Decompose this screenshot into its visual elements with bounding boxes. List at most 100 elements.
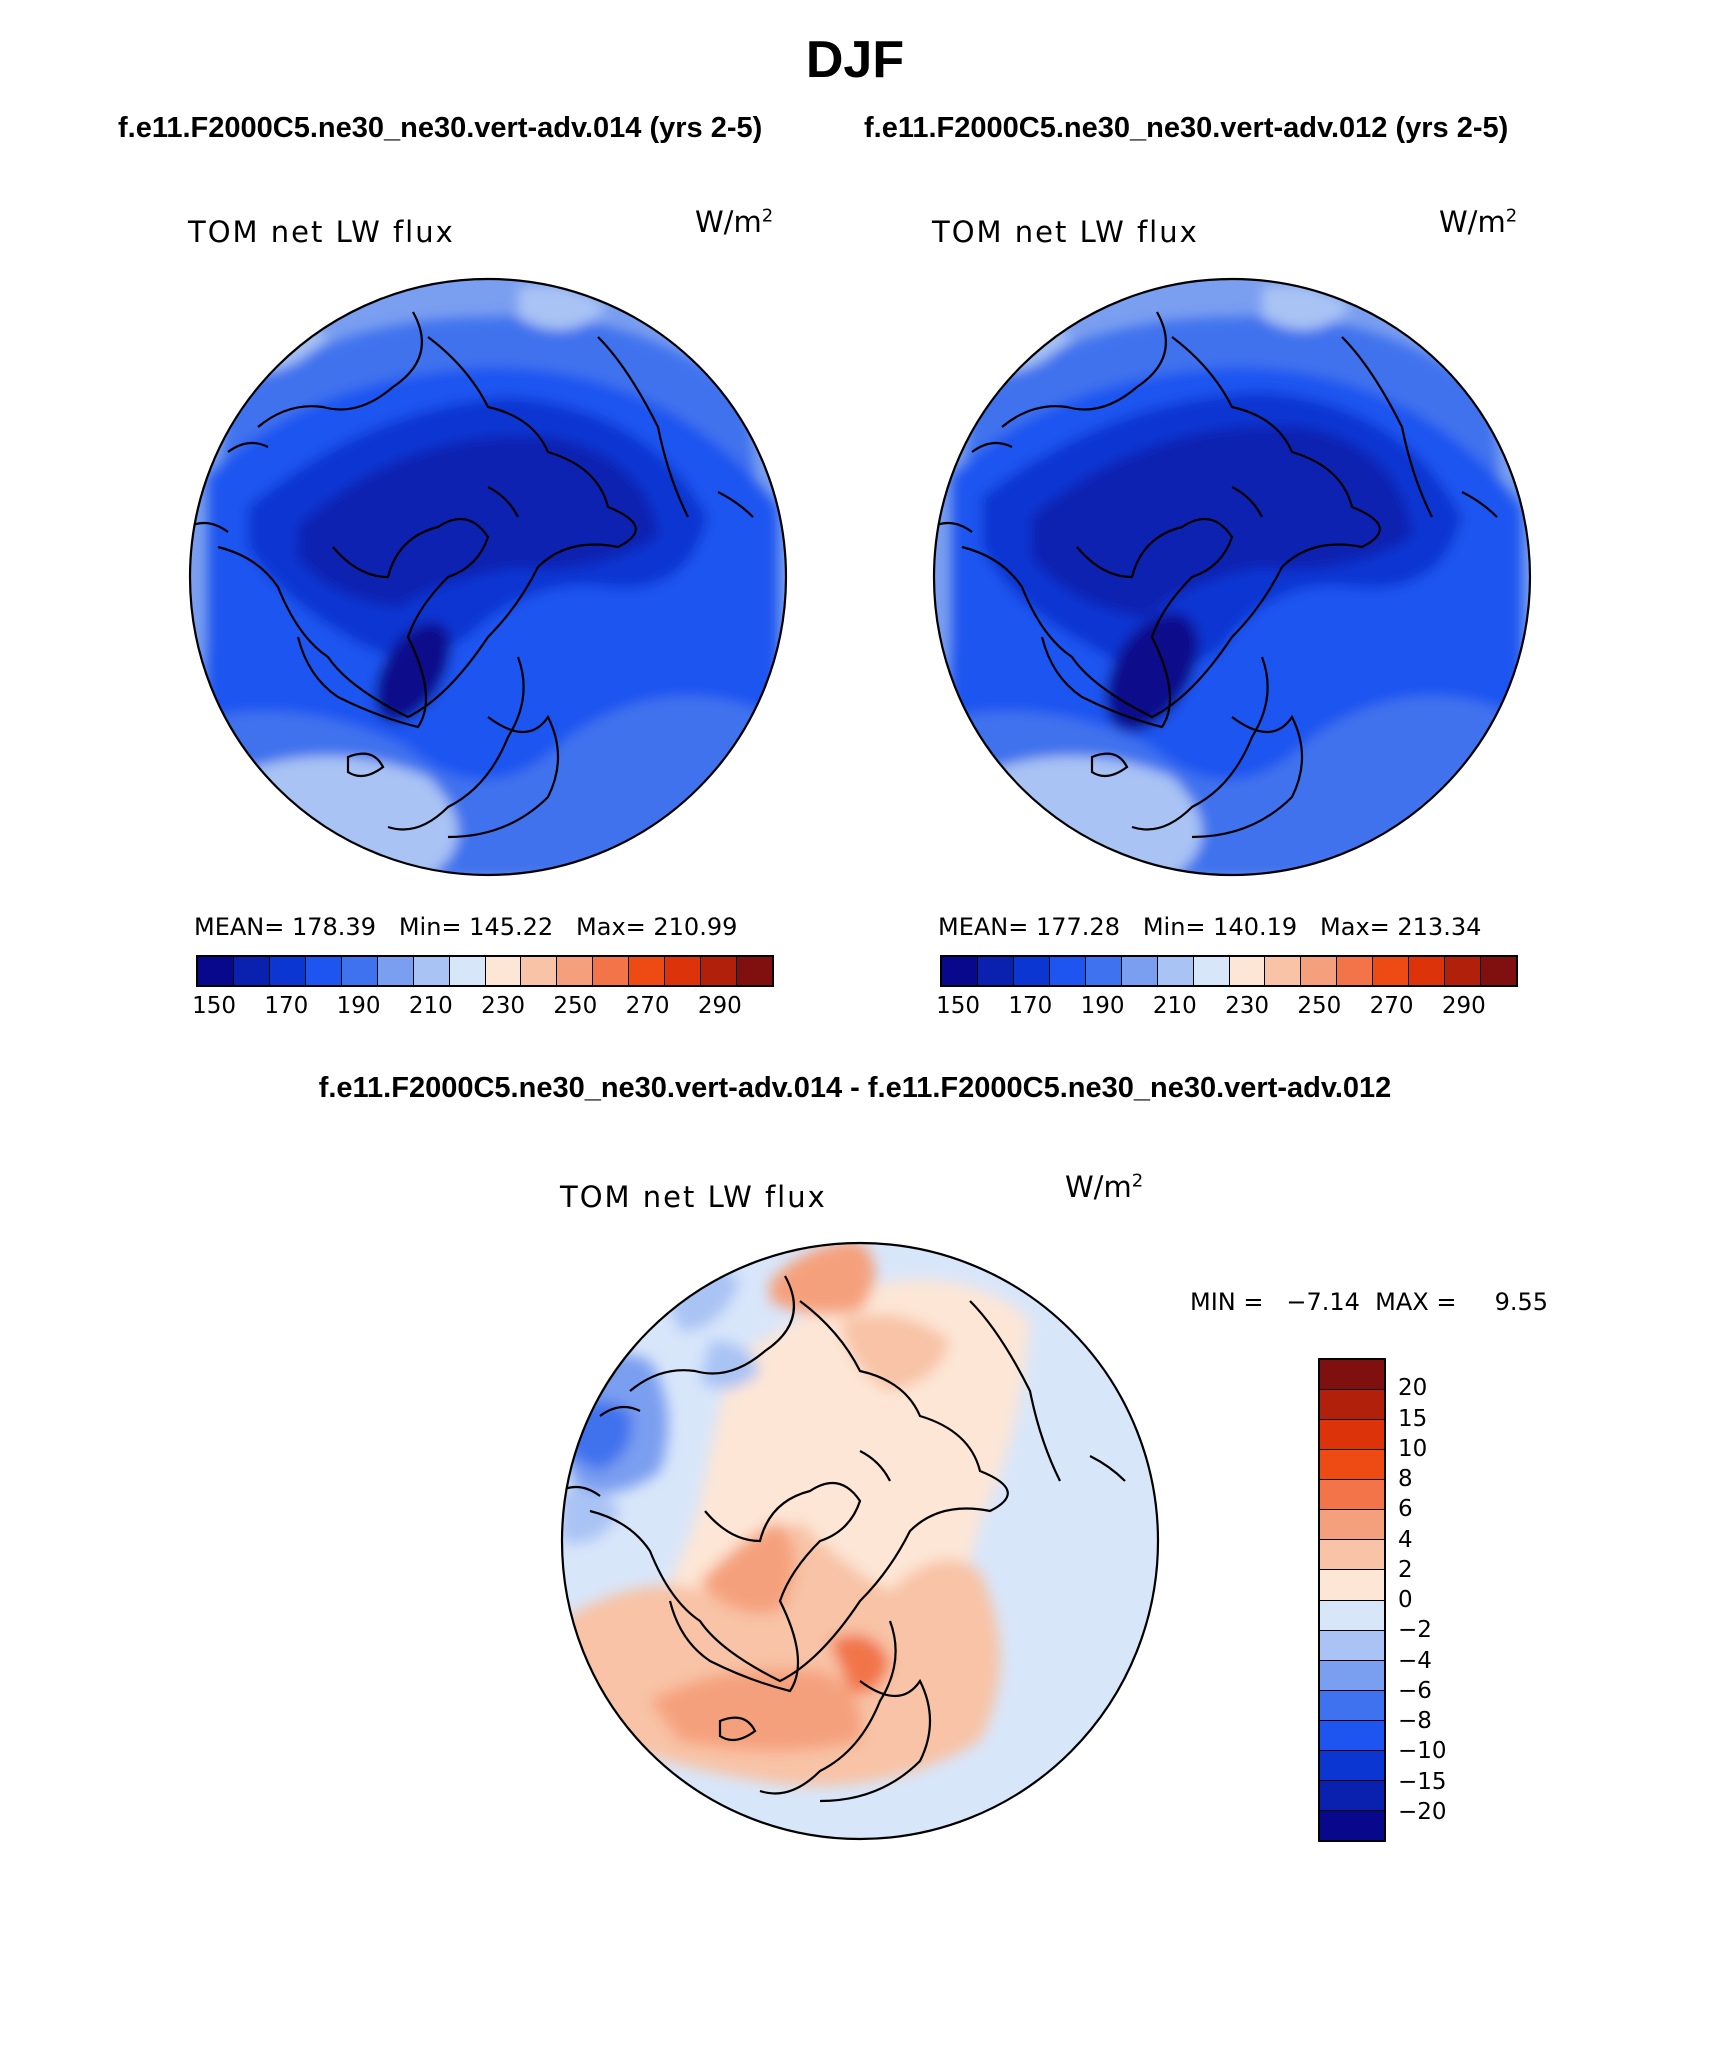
- colorbar-tick-label: −2: [1398, 1617, 1432, 1644]
- colorbar-swatch: [1013, 957, 1050, 985]
- colorbar-swatch: [1320, 1690, 1384, 1721]
- colorbar-swatch: [1320, 1390, 1384, 1421]
- colorbar-swatch: [1301, 957, 1338, 985]
- colorbar-tick-label: 190: [336, 993, 381, 1019]
- colorbar-swatch: [1481, 957, 1516, 985]
- panel-1-colorbar-ticks: 150 170 190 210 230 250 270 290: [192, 993, 770, 1023]
- colorbar-swatch: [1320, 1480, 1384, 1511]
- panel-2-colorbar: [940, 955, 1518, 987]
- colorbar-swatch: [1320, 1570, 1384, 1601]
- panel-3-unit: W/m2: [1065, 1170, 1144, 1204]
- colorbar-tick-label: 0: [1398, 1587, 1413, 1613]
- colorbar-tick-label: 6: [1398, 1496, 1413, 1523]
- panel-2-title: TOM net LW flux: [932, 215, 1199, 249]
- colorbar-swatch: [1320, 1630, 1384, 1661]
- colorbar-tick-label: 2: [1398, 1556, 1413, 1583]
- colorbar-swatch: [1373, 957, 1410, 985]
- panel-1-colorbar: [196, 955, 774, 987]
- colorbar-tick-label: −6: [1398, 1677, 1432, 1704]
- panel-1-unit: W/m2: [695, 205, 774, 239]
- colorbar-swatch: [198, 957, 234, 985]
- colorbar-tick-label: −8: [1398, 1708, 1432, 1734]
- colorbar-swatch: [629, 957, 666, 985]
- colorbar-swatch: [1445, 957, 1482, 985]
- colorbar-swatch: [1229, 957, 1266, 985]
- colorbar-swatch: [1320, 1540, 1384, 1571]
- panel-3-map: [560, 1241, 1160, 1841]
- colorbar-swatch: [665, 957, 702, 985]
- colorbar-tick-label: 210: [408, 993, 453, 1019]
- colorbar-swatch: [1085, 957, 1122, 985]
- colorbar-swatch: [485, 957, 522, 985]
- colorbar-tick-label: 15: [1398, 1405, 1428, 1432]
- colorbar-tick-label: 230: [1225, 993, 1270, 1019]
- colorbar-swatch: [1320, 1780, 1384, 1811]
- colorbar-swatch: [1121, 957, 1158, 985]
- case-label-left: f.e11.F2000C5.ne30_ne30.vert-adv.014 (yr…: [118, 112, 763, 144]
- colorbar-swatch: [737, 957, 772, 985]
- colorbar-swatch: [449, 957, 486, 985]
- colorbar-swatch: [1157, 957, 1194, 985]
- difference-colorbar-ticks: 20 15 10 8 6 4 2 0 −2 −4 −6 −8 −10 −15 −20: [1398, 1358, 1498, 1842]
- colorbar-swatch: [521, 957, 558, 985]
- colorbar-swatch: [557, 957, 594, 985]
- colorbar-swatch: [269, 957, 306, 985]
- colorbar-swatch: [1320, 1420, 1384, 1451]
- colorbar-tick-label: −10: [1398, 1738, 1447, 1765]
- colorbar-tick-label: −20: [1398, 1798, 1447, 1825]
- panel-1-map: [188, 277, 788, 877]
- colorbar-swatch: [1337, 957, 1374, 985]
- colorbar-tick-label: 190: [1080, 993, 1125, 1019]
- panel-2-stats: MEAN= 177.28 Min= 140.19 Max= 213.34: [938, 913, 1482, 941]
- panel-2-colorbar-ticks: 150 170 190 210 230 250 270 290: [936, 993, 1514, 1023]
- colorbar-swatch: [1320, 1600, 1384, 1631]
- colorbar-tick-label: 4: [1398, 1526, 1413, 1553]
- colorbar-tick-label: 250: [553, 993, 598, 1019]
- colorbar-swatch: [1193, 957, 1230, 985]
- colorbar-swatch: [413, 957, 450, 985]
- colorbar-swatch: [1320, 1810, 1384, 1840]
- colorbar-swatch: [1320, 1660, 1384, 1691]
- figure-title: DJF: [805, 31, 905, 89]
- colorbar-swatch: [977, 957, 1014, 985]
- colorbar-tick-label: 150: [936, 993, 981, 1019]
- panel-3-stats: MIN = −7.14 MAX = 9.55: [1190, 1288, 1549, 1316]
- colorbar-tick-label: 250: [1297, 993, 1342, 1019]
- colorbar-tick-label: 170: [264, 993, 309, 1019]
- colorbar-swatch: [305, 957, 342, 985]
- colorbar-tick-label: 8: [1398, 1466, 1413, 1492]
- colorbar-tick-label: 290: [1441, 993, 1486, 1019]
- case-label-right: f.e11.F2000C5.ne30_ne30.vert-adv.012 (yr…: [864, 112, 1509, 144]
- panel-1-title: TOM net LW flux: [188, 215, 455, 249]
- colorbar-tick-label: 270: [625, 993, 670, 1019]
- colorbar-swatch: [593, 957, 630, 985]
- colorbar-swatch: [701, 957, 738, 985]
- colorbar-swatch: [1320, 1450, 1384, 1481]
- colorbar-tick-label: 290: [697, 993, 742, 1019]
- difference-colorbar: [1318, 1358, 1386, 1842]
- colorbar-swatch: [233, 957, 270, 985]
- colorbar-swatch: [1320, 1750, 1384, 1781]
- difference-label: f.e11.F2000C5.ne30_ne30.vert-adv.014 - f…: [318, 1072, 1392, 1104]
- colorbar-swatch: [1265, 957, 1302, 985]
- colorbar-swatch: [341, 957, 378, 985]
- colorbar-tick-label: 20: [1398, 1375, 1428, 1402]
- colorbar-tick-label: 210: [1152, 993, 1197, 1019]
- colorbar-swatch: [1320, 1510, 1384, 1541]
- colorbar-swatch: [1320, 1360, 1384, 1391]
- panel-3-title: TOM net LW flux: [560, 1180, 827, 1214]
- colorbar-swatch: [1409, 957, 1446, 985]
- colorbar-tick-label: 230: [481, 993, 526, 1019]
- colorbar-tick-label: −15: [1398, 1768, 1447, 1795]
- colorbar-swatch: [942, 957, 978, 985]
- colorbar-tick-label: 150: [192, 993, 237, 1019]
- panel-2-map: [932, 277, 1532, 877]
- panel-2-unit: W/m2: [1439, 205, 1518, 239]
- colorbar-swatch: [1320, 1720, 1384, 1751]
- panel-1-stats: MEAN= 178.39 Min= 145.22 Max= 210.99: [194, 913, 738, 941]
- colorbar-swatch: [377, 957, 414, 985]
- colorbar-tick-label: 270: [1369, 993, 1414, 1019]
- colorbar-tick-label: 170: [1008, 993, 1053, 1019]
- colorbar-tick-label: −4: [1398, 1647, 1432, 1674]
- colorbar-swatch: [1049, 957, 1086, 985]
